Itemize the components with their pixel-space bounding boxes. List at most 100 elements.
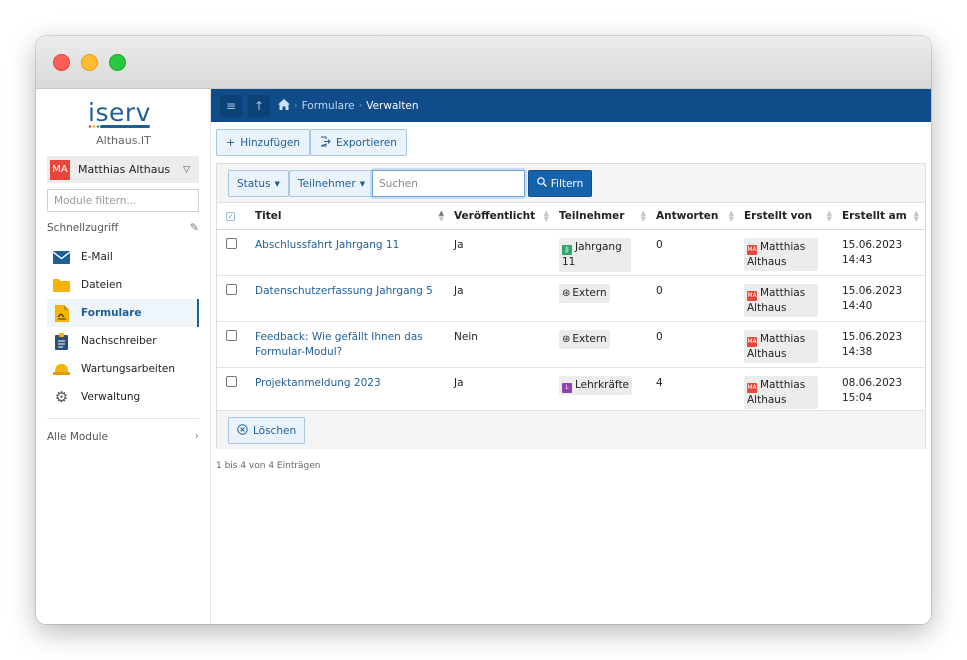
globe-icon: ⊛ [562, 287, 571, 299]
column-header-created-at[interactable]: Erstellt am ▲ ▼ [838, 203, 925, 230]
table-row: Abschlussfahrt Jahrgang 11 Ja JJ Jahrgang… [217, 229, 925, 276]
forms-panel: Status ▼ Teilnehmer ▼ Filtern [216, 163, 926, 449]
svg-text:iserv: iserv [88, 99, 151, 127]
gear-icon: ⚙ [54, 388, 69, 406]
sidebar-item-label: E-Mail [81, 251, 113, 263]
export-button[interactable]: Exportieren [310, 129, 407, 156]
row-checkbox[interactable] [226, 237, 237, 249]
delete-button[interactable]: Löschen [228, 417, 306, 444]
sidebar-item-email[interactable]: E-Mail [47, 243, 199, 271]
author-avatar: MA [747, 244, 757, 255]
table-row: Datenschutzerfassung Jahrgang 5 Ja ⊛ Exte… [217, 275, 925, 322]
sidebar-item-files[interactable]: Dateien [47, 271, 199, 299]
caret-down-icon: ▼ [274, 179, 280, 188]
home-icon[interactable] [278, 98, 290, 113]
sidebar-item-nachschreiber[interactable]: Nachschreiber [47, 327, 199, 355]
column-label: Erstellt von [744, 209, 813, 222]
user-name: Matthias Althaus [78, 163, 171, 176]
column-header-title[interactable]: Titel ▲ ▼ [251, 203, 450, 230]
participants-filter-dropdown[interactable]: Teilnehmer ▼ [289, 170, 375, 197]
export-icon [320, 136, 331, 150]
clipboard-icon [53, 332, 70, 350]
form-title-link[interactable]: Projektanmeldung 2023 [255, 376, 381, 389]
author-badge: MA Matthias Althaus [744, 237, 818, 271]
sidebar-divider [47, 418, 199, 419]
close-circle-icon [237, 423, 248, 438]
minimize-window-button[interactable] [81, 54, 98, 71]
add-button-label: Hinzufügen [240, 136, 300, 149]
sort-icon: ▲ ▼ [543, 209, 549, 223]
delete-button-label: Löschen [253, 424, 297, 437]
module-filter-input[interactable] [47, 189, 199, 212]
breadcrumb-current: Verwalten [366, 99, 419, 112]
row-checkbox[interactable] [226, 283, 237, 295]
globe-icon: ⊛ [562, 333, 571, 345]
author-name: Matthias Althaus [747, 240, 806, 268]
breadcrumb-forms-link[interactable]: Formulare [301, 99, 355, 112]
created-time: 14:43 [842, 253, 873, 266]
hamburger-icon: ≡ [225, 98, 237, 113]
quick-access-label: Schnellzugriff [47, 222, 119, 234]
answers-value: 0 [652, 229, 740, 276]
filter-button[interactable]: Filtern [528, 170, 592, 197]
created-date: 08.06.2023 [842, 376, 903, 389]
column-header-published[interactable]: Veröffentlicht ▲ ▼ [450, 203, 555, 230]
export-button-label: Exportieren [336, 136, 397, 149]
status-filter-label: Status [237, 177, 271, 190]
participants-label: Extern [572, 332, 607, 345]
author-name: Matthias Althaus [747, 286, 806, 314]
form-title-link[interactable]: Abschlussfahrt Jahrgang 11 [255, 238, 400, 251]
sidebar-item-label: Wartungsarbeiten [81, 363, 176, 375]
add-button[interactable]: + Hinzufügen [216, 129, 310, 156]
sidebar-item-label: Formulare [81, 307, 142, 319]
main-content: ≡ ↑ › Formulare › Verwalten + Hinzufügen… [211, 89, 931, 624]
sidebar-item-label: Nachschreiber [81, 335, 157, 347]
search-input[interactable] [372, 170, 525, 197]
helmet-icon [53, 361, 70, 378]
row-checkbox[interactable] [226, 375, 237, 387]
user-menu[interactable]: MA Matthias Althaus ▽ [47, 156, 199, 183]
maximize-window-button[interactable] [109, 54, 126, 71]
column-header-participants[interactable]: Teilnehmer ▲ ▼ [555, 203, 652, 230]
row-checkbox[interactable] [226, 329, 237, 341]
iserv-logo[interactable]: iserv [86, 98, 156, 131]
sidebar-item-forms[interactable]: Formulare [47, 299, 199, 327]
sort-asc-icon: ▲ ▼ [438, 209, 444, 223]
group-icon: JJ [562, 244, 572, 255]
created-time: 14:38 [842, 345, 873, 358]
teacher-icon: L [562, 382, 572, 393]
bulk-action-bar: Löschen [217, 410, 925, 449]
author-badge: MA Matthias Althaus [744, 375, 818, 409]
form-title-link[interactable]: Feedback: Wie gefällt Ihnen das Formular… [255, 330, 423, 358]
all-modules-link[interactable]: Alle Module › [47, 430, 199, 443]
published-value: Ja [450, 275, 555, 322]
participants-label: Extern [572, 286, 607, 299]
filter-bar: Status ▼ Teilnehmer ▼ Filtern [217, 164, 925, 203]
chevron-right-icon: › [194, 430, 199, 442]
column-header-created-by[interactable]: Erstellt von ▲ ▼ [740, 203, 838, 230]
select-all-checkbox[interactable]: ✓ [226, 211, 235, 221]
participants-badge: L Lehrkräfte [559, 375, 633, 395]
status-filter-dropdown[interactable]: Status ▼ [228, 170, 289, 197]
author-avatar: MA [747, 382, 757, 393]
window-titlebar [36, 36, 931, 89]
topbar: ≡ ↑ › Formulare › Verwalten [211, 89, 931, 122]
author-name: Matthias Althaus [747, 332, 806, 360]
author-avatar: MA [747, 290, 757, 301]
table-header-row: ✓ Titel ▲ ▼ Veröffentlicht ▲ ▼ Teilnehmer ▲ ▼ … [217, 203, 925, 230]
answers-value: 4 [652, 367, 740, 414]
menu-toggle-button[interactable]: ≡ [220, 94, 242, 117]
created-date: 15.06.2023 [842, 284, 903, 297]
edit-icon[interactable]: ✎ [189, 221, 199, 234]
caret-down-icon: ▽ [183, 165, 190, 175]
navigate-up-button[interactable]: ↑ [248, 94, 270, 117]
column-header-answers[interactable]: Antworten ▲ ▼ [652, 203, 740, 230]
author-avatar: MA [747, 336, 757, 347]
sidebar: iserv Althaus.IT MA Matthias Althaus ▽ S… [36, 89, 211, 624]
sort-icon: ▲ ▼ [728, 209, 734, 223]
close-window-button[interactable] [53, 54, 70, 71]
all-modules-label: Alle Module [47, 431, 108, 443]
form-title-link[interactable]: Datenschutzerfassung Jahrgang 5 [255, 284, 433, 297]
sidebar-item-admin[interactable]: ⚙ Verwaltung [47, 383, 199, 411]
sidebar-item-maintenance[interactable]: Wartungsarbeiten [47, 355, 199, 383]
